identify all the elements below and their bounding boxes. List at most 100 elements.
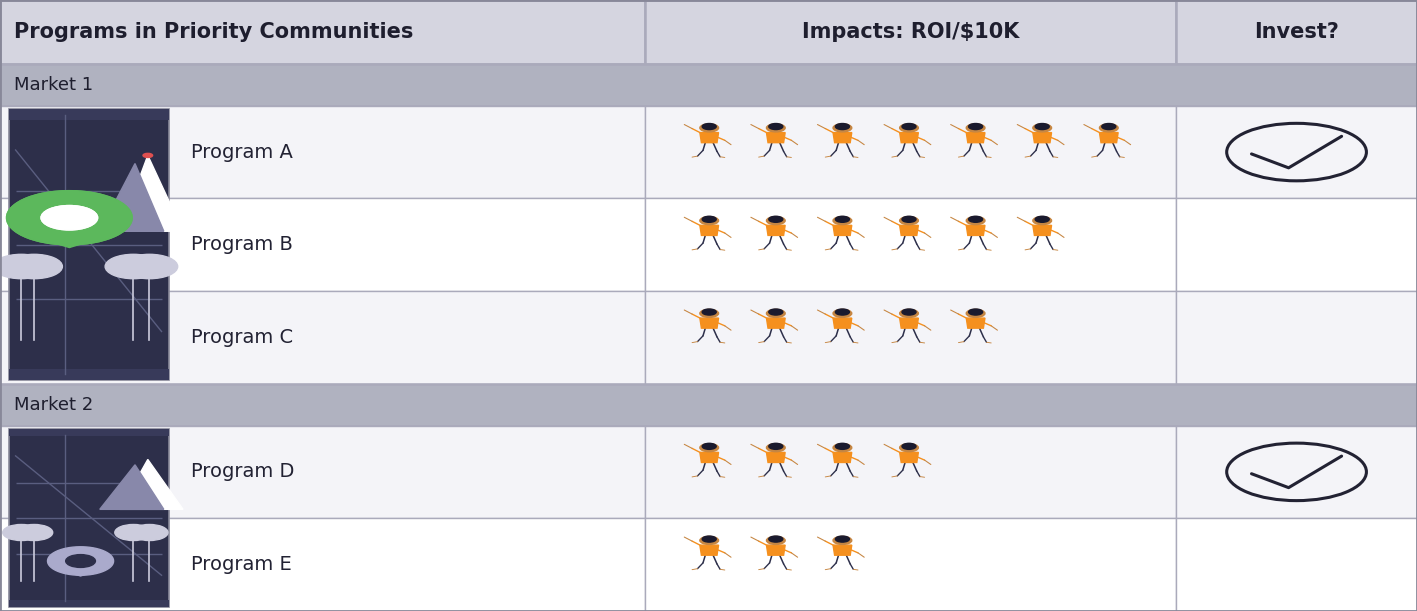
Circle shape (836, 123, 849, 130)
Polygon shape (1033, 133, 1051, 143)
FancyBboxPatch shape (645, 199, 1176, 291)
Text: Program E: Program E (191, 555, 292, 574)
Circle shape (120, 254, 177, 279)
Circle shape (836, 536, 849, 542)
FancyBboxPatch shape (645, 425, 1176, 518)
Circle shape (1036, 216, 1049, 222)
Polygon shape (767, 318, 785, 328)
Circle shape (966, 309, 985, 318)
Circle shape (16, 524, 52, 541)
Circle shape (1036, 123, 1049, 130)
Circle shape (769, 123, 782, 130)
Polygon shape (700, 545, 718, 555)
Polygon shape (700, 225, 718, 235)
Polygon shape (48, 547, 113, 576)
Polygon shape (700, 133, 718, 143)
Polygon shape (700, 318, 718, 328)
Circle shape (700, 309, 718, 318)
FancyBboxPatch shape (1176, 518, 1417, 611)
FancyBboxPatch shape (1176, 199, 1417, 291)
FancyBboxPatch shape (9, 370, 169, 380)
FancyBboxPatch shape (0, 425, 645, 518)
Circle shape (1100, 124, 1118, 132)
Polygon shape (900, 133, 918, 143)
Circle shape (833, 444, 852, 452)
Circle shape (833, 124, 852, 132)
Circle shape (703, 123, 716, 130)
Polygon shape (767, 133, 785, 143)
Circle shape (833, 536, 852, 544)
Circle shape (703, 216, 716, 222)
Circle shape (900, 216, 918, 225)
Polygon shape (99, 465, 164, 510)
FancyBboxPatch shape (645, 518, 1176, 611)
FancyBboxPatch shape (9, 109, 169, 120)
Circle shape (130, 524, 169, 541)
FancyBboxPatch shape (0, 106, 645, 199)
Circle shape (769, 536, 782, 542)
Polygon shape (767, 225, 785, 235)
Circle shape (7, 191, 132, 245)
Polygon shape (966, 318, 985, 328)
Circle shape (767, 309, 785, 318)
Circle shape (903, 216, 915, 222)
FancyBboxPatch shape (1176, 0, 1417, 64)
Polygon shape (1100, 133, 1118, 143)
Circle shape (900, 444, 918, 452)
Circle shape (65, 555, 95, 568)
Circle shape (700, 444, 718, 452)
Circle shape (900, 309, 918, 318)
Circle shape (969, 123, 982, 130)
Polygon shape (767, 545, 785, 555)
Circle shape (41, 205, 98, 230)
Circle shape (3, 524, 40, 541)
Polygon shape (966, 133, 985, 143)
Circle shape (703, 536, 716, 542)
Circle shape (1033, 216, 1051, 225)
Circle shape (836, 216, 849, 222)
FancyBboxPatch shape (9, 109, 169, 380)
Polygon shape (900, 318, 918, 328)
Circle shape (836, 444, 849, 449)
Text: Program A: Program A (191, 142, 293, 161)
Circle shape (903, 309, 915, 315)
Polygon shape (99, 164, 164, 232)
Polygon shape (26, 234, 113, 247)
Circle shape (0, 254, 50, 279)
Circle shape (900, 124, 918, 132)
FancyBboxPatch shape (0, 384, 1417, 425)
FancyBboxPatch shape (0, 518, 645, 611)
Polygon shape (833, 318, 852, 328)
FancyBboxPatch shape (0, 291, 645, 384)
FancyBboxPatch shape (9, 600, 169, 607)
Polygon shape (119, 459, 183, 510)
FancyBboxPatch shape (645, 291, 1176, 384)
Circle shape (966, 216, 985, 225)
Polygon shape (700, 452, 718, 463)
Circle shape (836, 309, 849, 315)
Text: Program D: Program D (191, 463, 295, 481)
Polygon shape (833, 452, 852, 463)
Circle shape (969, 309, 982, 315)
Polygon shape (900, 225, 918, 235)
Polygon shape (61, 569, 101, 576)
FancyBboxPatch shape (0, 199, 645, 291)
Text: Impacts: ROI/$10K: Impacts: ROI/$10K (802, 22, 1019, 42)
Polygon shape (833, 225, 852, 235)
Circle shape (703, 309, 716, 315)
Polygon shape (1033, 225, 1051, 235)
Circle shape (969, 216, 982, 222)
Circle shape (700, 216, 718, 225)
FancyBboxPatch shape (645, 0, 1176, 64)
FancyBboxPatch shape (9, 429, 169, 607)
Circle shape (767, 536, 785, 544)
Circle shape (833, 309, 852, 318)
Polygon shape (966, 225, 985, 235)
FancyBboxPatch shape (0, 64, 1417, 106)
Text: Program C: Program C (191, 328, 293, 347)
Text: Market 1: Market 1 (14, 76, 94, 94)
Circle shape (6, 254, 62, 279)
Polygon shape (833, 545, 852, 555)
Circle shape (767, 124, 785, 132)
FancyBboxPatch shape (9, 429, 169, 436)
